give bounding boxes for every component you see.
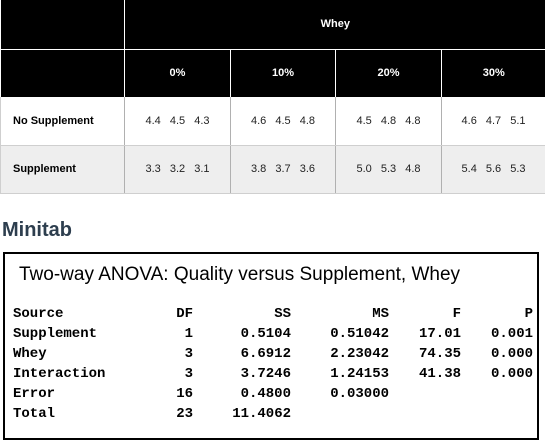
ms-cell: 0.03000 bbox=[330, 386, 389, 402]
p-cell: 0.000 bbox=[490, 346, 533, 362]
data-cell: 4.6 4.5 4.8 bbox=[230, 97, 336, 146]
whey-level-header: 10% bbox=[230, 48, 336, 97]
p-cell bbox=[461, 404, 533, 424]
anova-row: Whey 3 6.6912 2.23042 74.35 0.000 bbox=[13, 344, 533, 364]
row-label: Supplement bbox=[0, 145, 125, 194]
data-cell: 4.6 4.7 5.1 bbox=[440, 97, 545, 146]
column-header: SS bbox=[274, 306, 291, 322]
whey-data-table: Whey 0% 10% 20% 30% No Supplement 4.4 4.… bbox=[0, 0, 545, 194]
data-cell: 4.4 4.5 4.3 bbox=[124, 97, 231, 146]
corner-cell bbox=[0, 48, 125, 97]
whey-level-header: 0% bbox=[124, 48, 231, 97]
section-heading: Minitab bbox=[2, 219, 72, 241]
ms-cell: 0.51042 bbox=[330, 326, 389, 342]
anova-row: Interaction 3 3.7246 1.24153 41.38 0.000 bbox=[13, 364, 533, 384]
data-cell: 3.8 3.7 3.6 bbox=[230, 145, 336, 194]
f-cell: 74.35 bbox=[418, 346, 461, 362]
anova-header-row: Source DF SS MS F P bbox=[13, 304, 533, 324]
source-cell: Error bbox=[13, 386, 56, 402]
data-cell: 3.3 3.2 3.1 bbox=[124, 145, 231, 194]
corner-cell bbox=[0, 0, 125, 49]
source-cell: Supplement bbox=[13, 326, 98, 342]
column-header: P bbox=[524, 306, 533, 322]
column-header: Source bbox=[13, 306, 64, 322]
ss-cell: 0.4800 bbox=[240, 386, 291, 402]
df-cell: 3 bbox=[184, 366, 193, 382]
whey-level-header: 20% bbox=[335, 48, 442, 97]
df-cell: 23 bbox=[176, 406, 193, 422]
df-cell: 16 bbox=[176, 386, 193, 402]
f-cell: 17.01 bbox=[418, 326, 461, 342]
column-header: MS bbox=[372, 306, 389, 322]
anova-row: Total 23 11.4062 bbox=[13, 404, 533, 424]
source-cell: Total bbox=[13, 406, 56, 422]
df-cell: 3 bbox=[184, 346, 193, 362]
df-cell: 1 bbox=[184, 326, 193, 342]
data-cell: 5.0 5.3 4.8 bbox=[335, 145, 442, 194]
ss-cell: 6.6912 bbox=[240, 346, 291, 362]
ss-cell: 11.4062 bbox=[232, 406, 291, 422]
f-cell: 41.38 bbox=[418, 366, 461, 382]
table-header-row-levels: 0% 10% 20% 30% bbox=[0, 48, 545, 97]
p-cell: 0.001 bbox=[490, 326, 533, 342]
ss-cell: 0.5104 bbox=[240, 326, 291, 342]
ms-cell: 2.23042 bbox=[330, 346, 389, 362]
ms-cell: 1.24153 bbox=[330, 366, 389, 382]
whey-level-header: 30% bbox=[440, 48, 545, 97]
p-cell: 0.000 bbox=[490, 366, 533, 382]
p-cell bbox=[461, 384, 533, 404]
column-header: DF bbox=[176, 306, 193, 322]
f-cell bbox=[389, 404, 461, 424]
anova-title: Two-way ANOVA: Quality versus Supplement… bbox=[19, 264, 461, 285]
anova-row: Supplement 1 0.5104 0.51042 17.01 0.001 bbox=[13, 324, 533, 344]
table-row: No Supplement 4.4 4.5 4.3 4.6 4.5 4.8 4.… bbox=[0, 97, 545, 146]
ms-cell bbox=[291, 404, 389, 424]
table-row: Supplement 3.3 3.2 3.1 3.8 3.7 3.6 5.0 5… bbox=[0, 145, 545, 194]
data-cell: 4.5 4.8 4.8 bbox=[335, 97, 442, 146]
anova-output-box: Two-way ANOVA: Quality versus Supplement… bbox=[3, 252, 539, 440]
data-cell: 5.4 5.6 5.3 bbox=[440, 145, 545, 194]
row-label: No Supplement bbox=[0, 97, 125, 146]
anova-table: Source DF SS MS F P Supplement 1 0.5104 … bbox=[13, 304, 533, 424]
ss-cell: 3.7246 bbox=[240, 366, 291, 382]
column-header: F bbox=[452, 306, 461, 322]
source-cell: Whey bbox=[13, 346, 47, 362]
whey-header: Whey bbox=[123, 0, 545, 49]
table-header-row-whey: Whey bbox=[0, 0, 545, 49]
anova-row: Error 16 0.4800 0.03000 bbox=[13, 384, 533, 404]
f-cell bbox=[389, 384, 461, 404]
source-cell: Interaction bbox=[13, 366, 106, 382]
